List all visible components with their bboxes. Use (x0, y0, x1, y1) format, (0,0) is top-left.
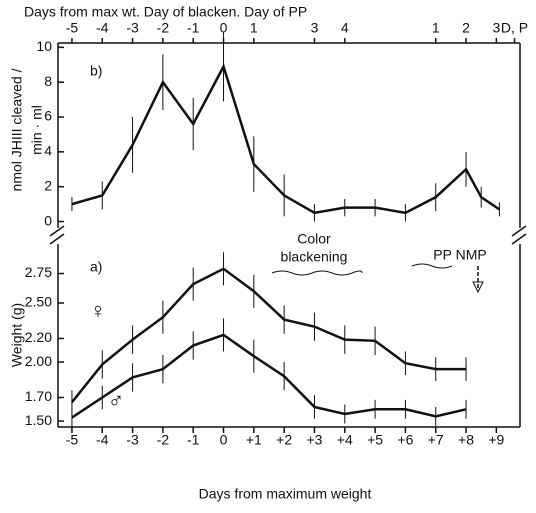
x-tick-label: +1 (246, 432, 262, 448)
x-tick-label: +7 (428, 432, 444, 448)
y-tick-label: 0 (44, 212, 52, 228)
annotation: blackening (281, 249, 348, 265)
y-tick-label: 2.75 (25, 264, 52, 280)
x2-tick-label: 0 (220, 20, 228, 36)
panel-label: b) (90, 63, 102, 79)
x-tick-label: +6 (397, 432, 413, 448)
x2-tick-label: -3 (126, 20, 139, 36)
x2-tick-label: D, P (501, 20, 528, 36)
x2-axis-title: Days from max wt. Day of blacken. Day of… (24, 4, 307, 20)
x-tick-label: -5 (66, 432, 79, 448)
x2-tick-label: -1 (187, 20, 200, 36)
x-tick-label: -2 (157, 432, 170, 448)
x2-tick-label: 4 (341, 20, 349, 36)
wavy-underline (271, 270, 363, 276)
y-tick-label: 2.50 (25, 294, 52, 310)
y-tick-label: 10 (36, 38, 52, 54)
x-axis-title: Days from maximum weight (199, 486, 372, 502)
x2-tick-label: -2 (157, 20, 170, 36)
y-tick-label: 6 (44, 108, 52, 124)
x2-tick-label: -4 (96, 20, 109, 36)
arrow (472, 266, 484, 294)
y-tick-label: 2.20 (25, 329, 52, 345)
x2-tick-label: 2 (462, 20, 470, 36)
y-tick-label: 2 (44, 177, 52, 193)
annotation: Color (297, 231, 331, 247)
y-tick-label: 4 (44, 143, 52, 159)
line (71, 333, 467, 419)
x-tick-label: +8 (458, 432, 474, 448)
line (71, 63, 501, 215)
x2-tick-label: 3 (311, 20, 319, 36)
x-tick-label: -4 (96, 432, 109, 448)
x-tick-label: -1 (187, 432, 200, 448)
annotation: PP NMP (433, 247, 486, 263)
y-tick-label: 1.50 (25, 412, 52, 428)
series-label: ♀ (90, 298, 107, 323)
panel-label: a) (90, 259, 102, 275)
x-tick-label: 0 (220, 432, 228, 448)
y-axis-title: nmol JHIII cleaved / (9, 68, 25, 191)
x-tick-label: +9 (488, 432, 504, 448)
x-tick-label: +5 (367, 432, 383, 448)
x-tick-label: +2 (276, 432, 292, 448)
wavy-underline (411, 263, 453, 269)
y-tick-label: 1.70 (25, 388, 52, 404)
x-tick-label: +3 (306, 432, 322, 448)
frame (49, 42, 527, 428)
y-axis-title: Weight (g) (9, 303, 25, 367)
x-tick-label: +4 (337, 432, 353, 448)
x2-tick-label: 3 (492, 20, 500, 36)
line (70, 267, 467, 403)
x2-tick-label: -5 (66, 20, 79, 36)
x-tick-label: -3 (126, 432, 139, 448)
series-label: ♂ (108, 388, 125, 413)
x2-tick-label: 1 (250, 20, 258, 36)
y-tick-label: 2.00 (25, 353, 52, 369)
y-tick-label: 8 (44, 73, 52, 89)
y-axis-title: min · ml (29, 105, 45, 155)
x2-tick-label: 1 (432, 20, 440, 36)
